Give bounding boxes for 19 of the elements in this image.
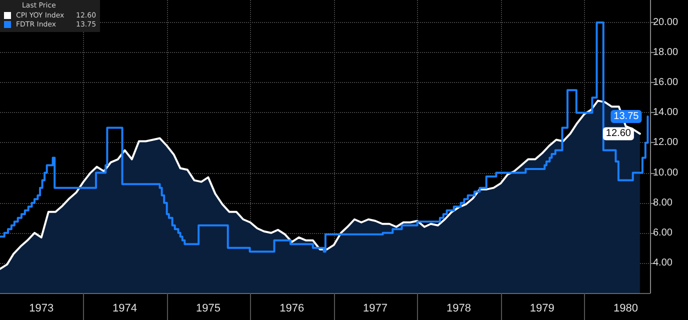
x-tick-label: 1976 xyxy=(280,302,304,314)
y-tick-label: 8.00 xyxy=(653,197,673,208)
y-tick-label: 4.00 xyxy=(653,257,673,268)
y-tick-label: 6.00 xyxy=(653,227,673,238)
y-tick-label: 16.00 xyxy=(653,77,678,88)
x-tick-label: 1974 xyxy=(112,302,138,314)
y-tick-label: 20.00 xyxy=(653,17,678,28)
data-label: 12.60 xyxy=(606,128,632,140)
data-label: 13.75 xyxy=(614,110,640,122)
x-tick-label: 1975 xyxy=(196,302,220,314)
x-tick-label: 1979 xyxy=(530,302,554,314)
x-tick-label: 1978 xyxy=(446,302,471,314)
x-tick-label: 1977 xyxy=(363,302,388,314)
y-tick-label: 14.00 xyxy=(653,107,678,118)
y-tick-label: 12.00 xyxy=(653,137,678,148)
y-tick-label: 18.00 xyxy=(653,47,678,58)
x-tick-label: 1973 xyxy=(29,302,54,314)
y-tick-label: 10.00 xyxy=(653,167,678,178)
x-tick-label: 1980 xyxy=(614,302,638,314)
